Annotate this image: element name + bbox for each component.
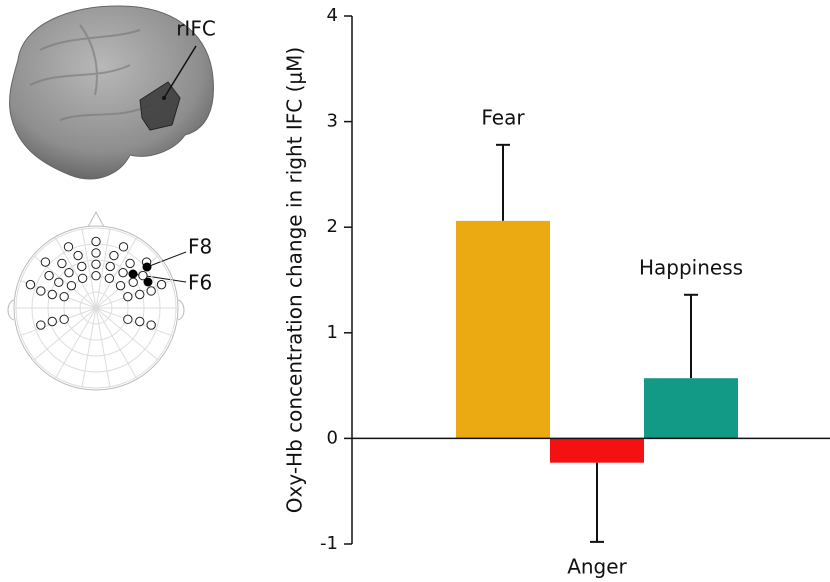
category-label: Fear xyxy=(481,105,525,129)
bar xyxy=(550,438,644,462)
electrode xyxy=(67,281,75,289)
y-tick-label: 3 xyxy=(327,111,338,132)
electrode xyxy=(92,237,100,245)
figure: rIFC F8 F6 Oxy-Hb concentration change i… xyxy=(0,0,830,582)
y-axis-label: Oxy-Hb concentration change in right IFC… xyxy=(283,47,307,513)
electrode-label: F6 xyxy=(188,271,212,295)
category-label: Happiness xyxy=(639,255,743,279)
electrode xyxy=(26,280,34,288)
electrode xyxy=(119,243,127,251)
electrode xyxy=(110,251,118,259)
electrode xyxy=(124,315,132,323)
electrode-selected xyxy=(143,263,152,272)
electrode-selected xyxy=(129,270,138,279)
category-label: Anger xyxy=(567,554,627,578)
electrode xyxy=(65,268,73,276)
electrode xyxy=(55,278,63,286)
electrode xyxy=(78,262,86,270)
electrode-selected xyxy=(144,278,153,287)
electrode xyxy=(74,251,82,259)
electrode xyxy=(60,292,68,300)
electrode xyxy=(60,315,68,323)
electrode xyxy=(119,268,127,276)
electrode xyxy=(147,321,155,329)
electrode xyxy=(78,274,86,282)
electrode-label: F8 xyxy=(188,235,212,259)
electrode xyxy=(92,249,100,257)
electrode xyxy=(106,262,114,270)
y-tick-label: 1 xyxy=(327,322,338,343)
y-tick-label: 0 xyxy=(327,427,338,448)
y-tick-label: 2 xyxy=(327,216,338,237)
electrode xyxy=(147,287,155,295)
electrode xyxy=(126,259,134,267)
electrode xyxy=(41,258,49,266)
electrode xyxy=(136,290,144,298)
electrode xyxy=(37,287,45,295)
y-tick-label: 4 xyxy=(327,5,338,26)
electrode xyxy=(129,278,137,286)
electrode xyxy=(124,292,132,300)
y-tick-label: -1 xyxy=(320,533,338,554)
bar xyxy=(456,221,550,439)
electrode xyxy=(157,280,165,288)
electrode xyxy=(92,260,100,268)
electrode xyxy=(37,321,45,329)
brain-label: rIFC xyxy=(176,17,216,41)
electrode-map: F8 F6 xyxy=(8,212,212,390)
electrode xyxy=(45,271,53,279)
electrode xyxy=(48,290,56,298)
electrode xyxy=(105,274,113,282)
electrode xyxy=(64,243,72,251)
electrode xyxy=(58,259,66,267)
bar xyxy=(644,378,738,438)
electrode xyxy=(92,272,100,280)
electrode xyxy=(116,281,124,289)
brain-illustration: rIFC xyxy=(10,6,216,179)
electrode xyxy=(136,317,144,325)
map-spoke xyxy=(96,308,173,336)
electrode xyxy=(48,317,56,325)
map-spoke xyxy=(19,308,96,336)
